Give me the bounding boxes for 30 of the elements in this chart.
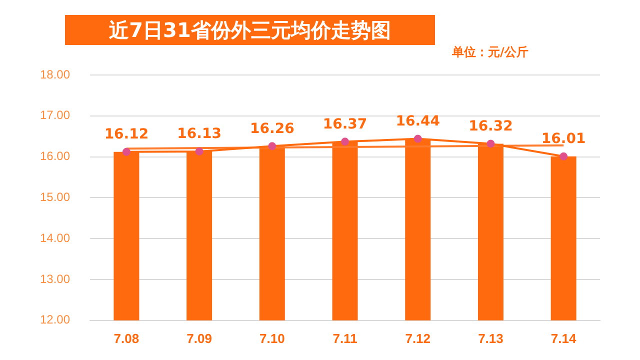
x-tick-label: 7.12 — [405, 330, 431, 346]
chart-title: 近7日31省份外三元均价走势图 — [65, 15, 435, 45]
y-tick-label: 12.00 — [40, 312, 70, 327]
y-tick-label: 16.00 — [40, 149, 70, 164]
y-tick-label: 18.00 — [40, 67, 70, 82]
data-label: 16.26 — [250, 120, 294, 137]
data-label: 16.44 — [396, 113, 440, 130]
x-tick-label: 7.11 — [332, 330, 358, 346]
data-label: 16.37 — [322, 116, 368, 132]
x-tick-label: 7.09 — [186, 330, 212, 346]
y-tick-label: 15.00 — [40, 190, 70, 204]
data-label: 16.12 — [104, 126, 149, 143]
data-label: 16.01 — [541, 131, 586, 148]
x-tick-label: 7.14 — [550, 330, 577, 346]
point — [414, 134, 422, 143]
y-tick-label: 14.00 — [40, 230, 70, 245]
x-tick-label: 7.10 — [260, 330, 285, 346]
point — [195, 147, 204, 156]
data-label: 16.32 — [468, 118, 513, 134]
point — [560, 152, 568, 160]
point — [486, 140, 495, 148]
x-tick-label: 7.08 — [114, 330, 140, 346]
y-tick-label: 17.00 — [40, 108, 70, 122]
point — [341, 138, 350, 146]
y-tick-label: 13.00 — [40, 272, 70, 286]
point — [122, 148, 130, 156]
data-label: 16.13 — [177, 126, 222, 142]
point — [268, 142, 276, 150]
text: 单位：元/公斤 — [452, 44, 528, 61]
x-tick-label: 7.13 — [478, 330, 504, 346]
